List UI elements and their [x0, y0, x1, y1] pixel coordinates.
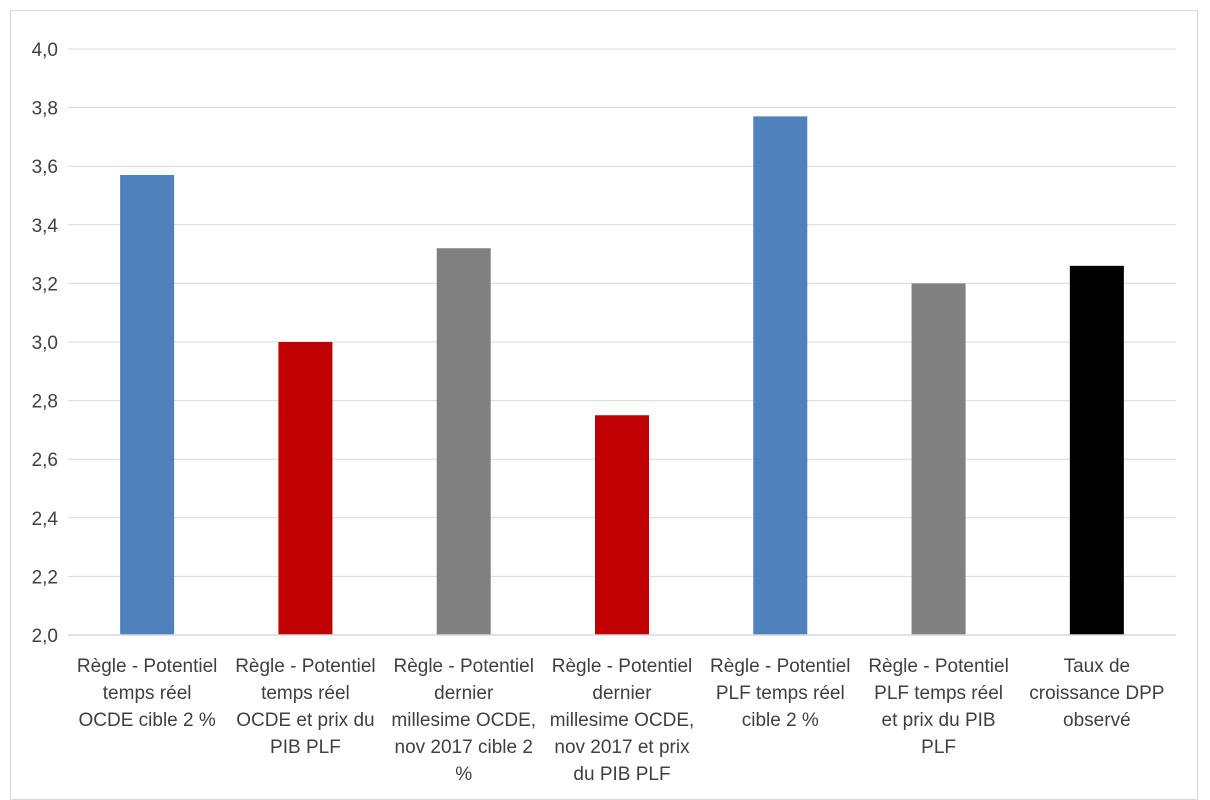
x-axis-category-labels: Règle - Potentiel temps réel OCDE cible 2 … — [77, 656, 1165, 785]
bar — [753, 116, 808, 635]
category-label-line: dernier — [592, 683, 652, 704]
category-label-line: OCDE et prix du — [236, 710, 374, 731]
y-axis-tick-labels: 2,0 2,2 2,4 2,6 2,8 3,0 3,2 3,4 3,6 3,8 4,0 — [32, 40, 59, 647]
category-label-line: temps réel — [261, 683, 350, 704]
y-tick-label: 3,0 — [32, 333, 58, 354]
category-label-line: millesime OCDE, — [550, 710, 695, 731]
category-label-line: Règle - Potentiel — [710, 656, 850, 677]
category-label-line: observé — [1063, 710, 1131, 731]
category-label: Règle - Potentiel dernier millesime OCDE, n… — [550, 656, 695, 785]
category-label-line: et prix du PIB — [882, 710, 996, 731]
category-label-line: % — [455, 764, 472, 785]
category-label-line: dernier — [434, 683, 494, 704]
category-label-line: nov 2017 et prix — [554, 737, 690, 758]
category-label-line: Règle - Potentiel — [868, 656, 1008, 677]
y-tick-label: 3,2 — [32, 274, 58, 295]
category-label-line: Taux de — [1064, 656, 1131, 677]
category-label: Taux de croissance DPP observé — [1029, 656, 1164, 731]
category-label-line: Règle - Potentiel — [77, 656, 217, 677]
y-tick-label: 2,4 — [32, 509, 59, 530]
y-tick-label: 2,0 — [32, 626, 58, 647]
category-label-line: PLF temps réel — [874, 683, 1003, 704]
category-label-line: PLF temps réel — [716, 683, 845, 704]
category-label: Règle - Potentiel PLF temps réel et prix d… — [868, 656, 1008, 758]
gridlines — [68, 48, 1176, 577]
category-label-line: croissance DPP — [1029, 683, 1164, 704]
bars — [120, 116, 1124, 636]
bar — [436, 248, 491, 636]
category-label-line: cible 2 % — [742, 710, 819, 731]
bar — [595, 415, 649, 635]
category-label: Règle - Potentiel temps réel OCDE et prix … — [235, 656, 375, 758]
category-label-line: millesime OCDE, — [391, 710, 536, 731]
category-label-line: nov 2017 cible 2 — [395, 737, 533, 758]
category-label: Règle - Potentiel temps réel OCDE cible 2 … — [77, 656, 217, 731]
category-label-line: PIB PLF — [270, 737, 341, 758]
category-label-line: du PIB PLF — [573, 764, 670, 785]
category-label-line: Règle - Potentiel — [393, 656, 533, 677]
y-tick-label: 3,4 — [32, 216, 59, 237]
y-tick-label: 3,8 — [32, 99, 58, 120]
category-label-line: temps réel — [103, 683, 192, 704]
category-label-line: PLF — [921, 737, 956, 758]
y-tick-label: 2,2 — [32, 567, 58, 588]
bar — [1069, 265, 1124, 635]
y-tick-label: 4,0 — [32, 40, 58, 61]
y-tick-label: 2,6 — [32, 450, 58, 471]
y-tick-label: 2,8 — [32, 392, 58, 413]
category-label-line: Règle - Potentiel — [235, 656, 375, 677]
bar — [911, 283, 966, 635]
category-label: Règle - Potentiel dernier millesime OCDE, n… — [391, 656, 536, 785]
category-label: Règle - Potentiel PLF temps réel cible 2 % — [710, 656, 850, 731]
bar — [278, 342, 333, 635]
bar — [120, 174, 175, 636]
category-label-line: OCDE cible 2 % — [79, 710, 216, 731]
y-tick-label: 3,6 — [32, 157, 58, 178]
category-label-line: Règle - Potentiel — [552, 656, 692, 677]
